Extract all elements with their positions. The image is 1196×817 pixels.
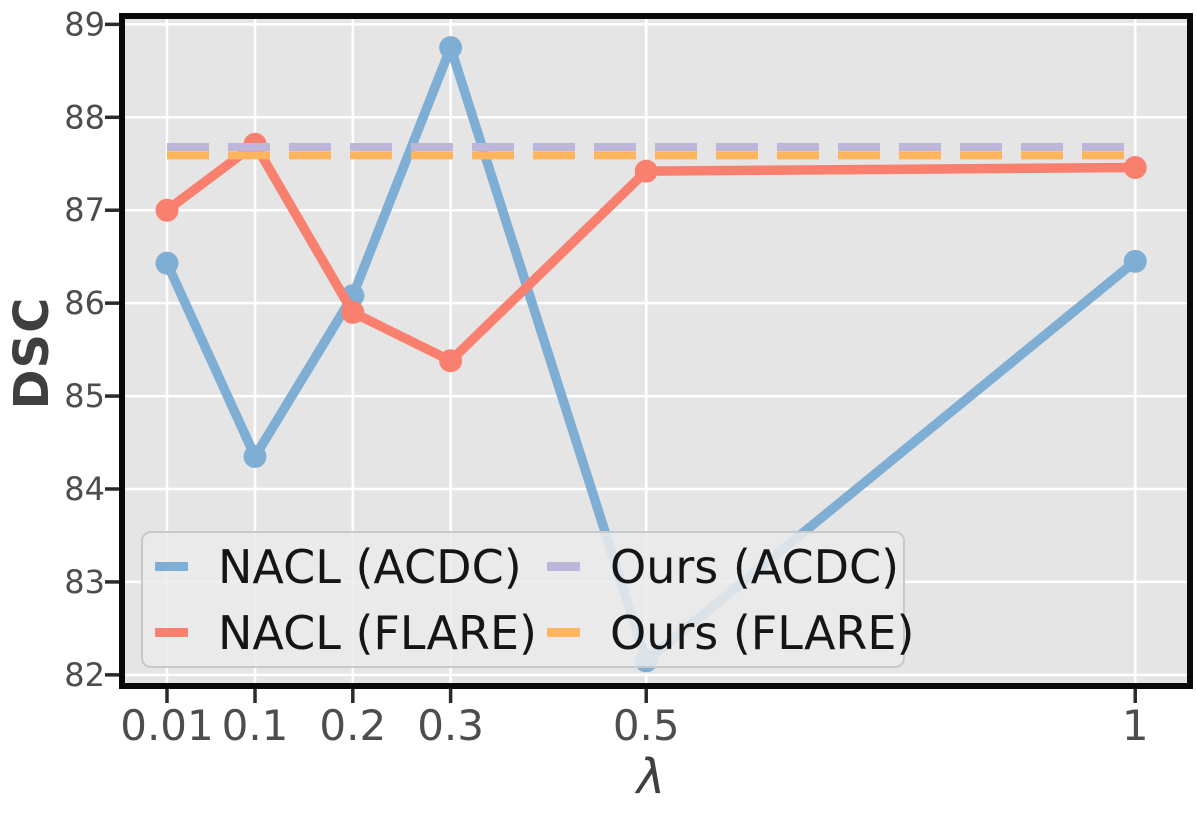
- point-nacl-flare-0.3: [439, 349, 463, 373]
- legend: NACL (ACDC) Ours (ACDC) NACL (FLARE) Our…: [141, 531, 914, 668]
- legend-item-ours-flare: Ours (FLARE): [547, 600, 914, 666]
- point-nacl-acdc-0.1: [243, 444, 267, 468]
- y-tick-label-83: 83: [64, 563, 105, 601]
- point-nacl-acdc-0.01: [155, 251, 179, 275]
- legend-item-ours-acdc: Ours (ACDC): [547, 534, 914, 600]
- y-tick-label-87: 87: [64, 191, 105, 229]
- y-tick-label-82: 82: [64, 656, 105, 694]
- y-axis-label: DSC: [4, 296, 60, 410]
- x-tick-label-0.1: 0.1: [222, 701, 289, 750]
- y-tick-label-84: 84: [64, 470, 105, 508]
- legend-swatch-nacl-flare: [155, 628, 188, 637]
- point-nacl-flare-0.2: [341, 300, 365, 324]
- legend-swatch-ours-acdc: [547, 562, 580, 571]
- legend-label-nacl-acdc: NACL (ACDC): [218, 539, 522, 594]
- plot-frame: [119, 13, 1193, 689]
- point-nacl-flare-1: [1123, 155, 1147, 179]
- y-tick-label-85: 85: [64, 377, 105, 415]
- legend-label-ours-flare: Ours (FLARE): [610, 605, 915, 660]
- x-tick-label-0.5: 0.5: [613, 701, 680, 750]
- legend-swatch-ours-flare: [547, 628, 580, 637]
- point-nacl-flare-0.01: [155, 198, 179, 222]
- point-nacl-flare-0.5: [634, 159, 658, 183]
- legend-label-ours-acdc: Ours (ACDC): [610, 539, 900, 594]
- legend-item-nacl-acdc: NACL (ACDC): [155, 534, 547, 600]
- x-tick-label-0.3: 0.3: [417, 701, 484, 750]
- point-nacl-acdc-1: [1123, 249, 1147, 273]
- x-tick-label-1: 1: [1122, 701, 1149, 750]
- x-axis-label: λ: [636, 749, 666, 805]
- y-tick-label-88: 88: [64, 98, 105, 136]
- legend-label-nacl-flare: NACL (FLARE): [218, 605, 537, 660]
- legend-item-nacl-flare: NACL (FLARE): [155, 600, 547, 666]
- y-tick-label-86: 86: [64, 284, 105, 322]
- y-tick-label-89: 89: [64, 5, 105, 43]
- x-tick-label-0.01: 0.01: [120, 701, 214, 750]
- x-tick-label-0.2: 0.2: [319, 701, 386, 750]
- legend-swatch-nacl-acdc: [155, 562, 188, 571]
- point-nacl-acdc-0.3: [439, 36, 463, 60]
